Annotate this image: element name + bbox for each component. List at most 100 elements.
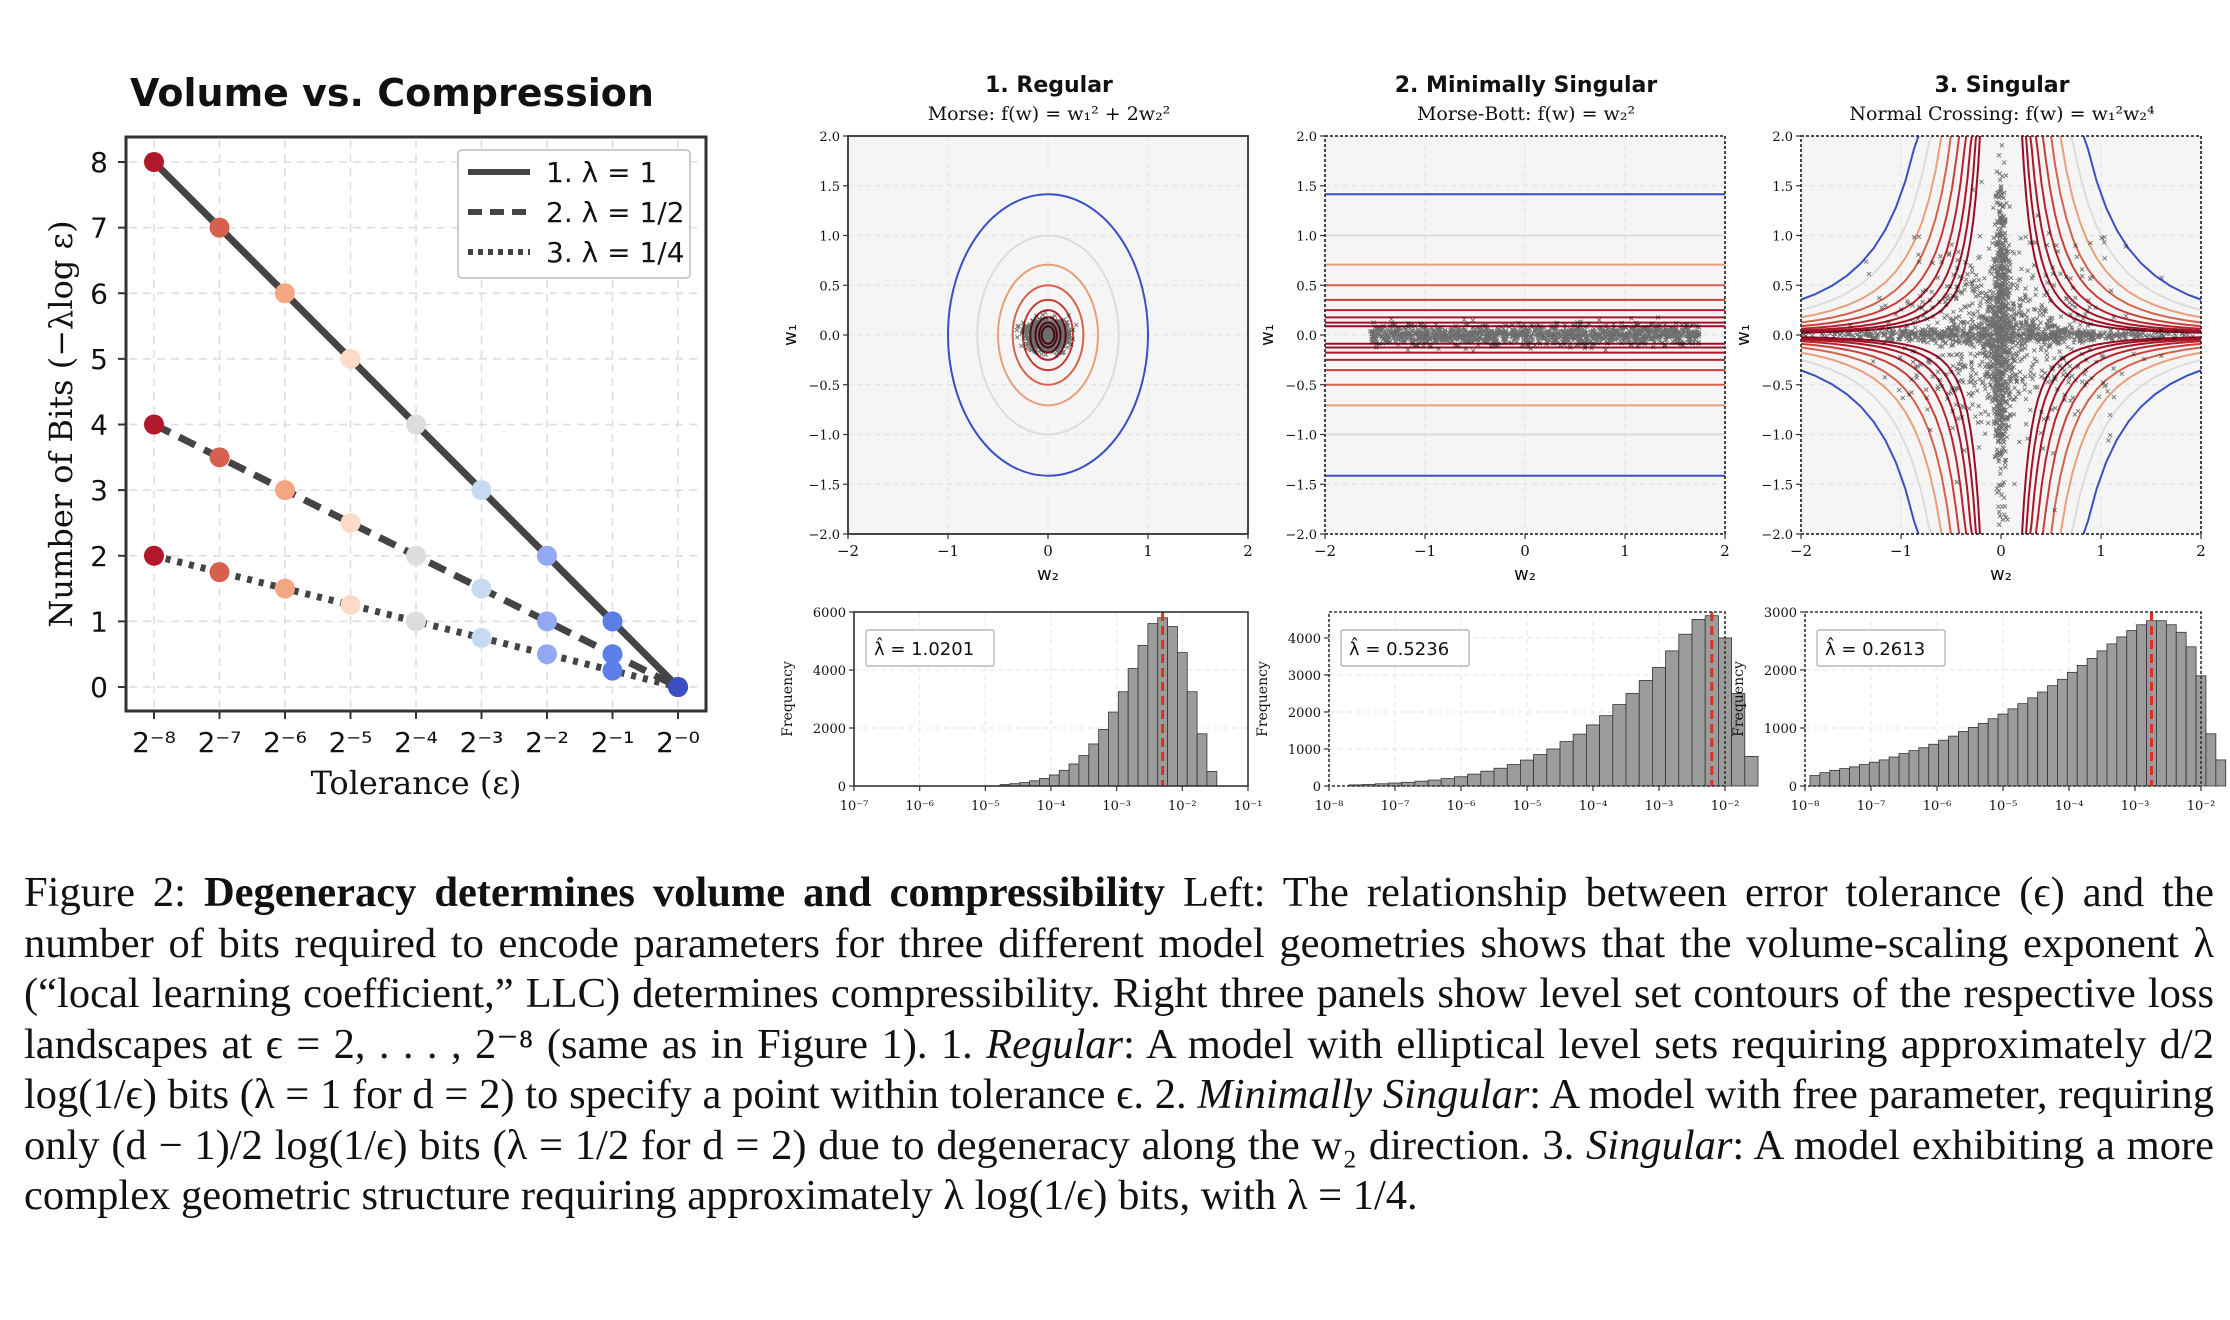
contour-level [1801,346,1952,534]
data-point-series3 [209,562,230,583]
histogram-panel-1: λ̂ = 1.0201 0 2000 4000 6000 10⁻⁷ 10⁻⁶ 10⁻⁵ 10⁻⁴… [780,606,1262,814]
contour-y-tick-label: 2.0 [819,130,840,145]
histogram-bar [2047,685,2058,787]
contour-level [2041,342,2201,534]
histogram-bar [1928,743,1940,787]
histogram-bar [1652,667,1667,787]
data-point-series3 [340,594,361,615]
estimate-label-box [1816,629,1946,667]
histogram-bar [2106,643,2118,787]
panel3-title: 3. Singular [1934,73,2069,98]
x-tick-label: 2⁻⁶ [263,726,307,759]
histogram-bar [1068,763,1080,787]
x-tick-label: 2⁻² [525,726,569,759]
histogram-bar [1480,770,1495,787]
contour-panels: 1. Regular Morse: f(w) = w₁² + 2w₂² 2. M… [780,73,2206,585]
hist-x-tick-label: 10⁻⁷ [1381,799,1410,814]
histogram-bar [1147,623,1159,787]
contour-x-tick-label: −2 [837,542,859,560]
caption-text-1: Left: The relationship between error tol… [24,869,2214,1068]
histogram-bar [2215,759,2227,787]
contour-level [1801,136,1981,334]
histogram-bar [2175,631,2187,787]
contour-y-tick-label: −2.0 [808,528,840,543]
caption-singular: Singular [1586,1121,1733,1169]
contour-level [2034,340,2201,534]
contour-y-tick-label: −0.5 [808,379,840,394]
hist-x-tick-label: 10⁻² [1711,799,1740,814]
data-point-series1 [406,414,426,435]
histogram-bar [1572,733,1587,787]
hist-y-tick-label: 1000 [1764,722,1797,737]
histogram-bar [1137,644,1149,787]
estimate-label: λ̂ = 1.0201 [874,637,974,660]
histogram-bar [2037,691,2048,787]
contour-level [2050,136,2201,324]
hist-x-tick-label: 10⁻⁶ [905,799,934,814]
contour-y-tick-label: −2.0 [1761,528,1793,543]
contour-x-tick-label: −1 [1414,542,1436,560]
contour-level [1801,336,1981,534]
x-tick-label: 2⁻⁷ [198,726,242,759]
hist-x-tick-label: 10⁻³ [1102,799,1131,814]
left-chart-legend: 1. λ = 1 2. λ = 1/2 3. λ = 1/4 [457,149,691,279]
histogram-bar [2116,636,2128,787]
histogram-bar [1665,650,1680,787]
contour-y-tick-label: 1.5 [1296,180,1317,195]
data-point-series3 [668,677,688,697]
contour-x-tick-label: 0 [1520,542,1530,560]
histogram-bar [2017,703,2029,787]
contour-y-tick-label: −1.5 [1285,478,1317,493]
data-point-series1 [537,545,557,566]
contour-xlabel: w₂ [1990,564,2012,585]
data-point-series3 [537,644,557,665]
contour-x-tick-label: 2 [1243,542,1253,560]
histogram-bar [1731,693,1746,787]
histogram-bar [1967,727,1979,787]
histogram-panel-3: λ̂ = 0.2613 0 1000 2000 3000 10⁻⁸ 10⁻⁷ 10⁻⁶ 10⁻⁵… [1731,606,2227,814]
hist-y-tick-label: 2000 [813,722,846,737]
histogram-bar [1849,766,1860,787]
legend-label-1: 1. λ = 1 [546,156,657,189]
contour-level [2034,136,2201,330]
contour-panel-2: 2.0 1.5 1.0 0.5 0.0 −0.5 −1.0 −1.5 −2.0−2 −1 0 1 2 w₂… [1257,130,1730,585]
contour-level [1801,136,1952,324]
contour-plot-inner [1325,136,1725,534]
contour-level [2021,136,2201,334]
hist-ylabel: Frequency [780,661,796,737]
histogram-bar [2156,620,2167,787]
histogram-bar [1506,764,1521,787]
hist-x-tick-label: 10⁻⁷ [840,799,869,814]
contour-y-tick-label: 0.0 [1296,329,1317,344]
data-point-series2 [406,545,426,566]
caption-minimally-singular: Minimally Singular [1197,1071,1530,1118]
contour-level [2050,346,2201,534]
data-point-series2 [275,480,295,501]
contour-x-tick-label: 2 [2196,542,2206,560]
data-point-series2 [471,578,492,599]
contour-level [2024,136,2201,333]
histogram-bar [1546,748,1561,787]
histogram-bar [2086,658,2098,787]
hist-x-tick-label: 10⁻⁴ [1037,799,1066,814]
x-tick-label: 2⁻⁵ [329,726,373,759]
contour-level [2021,336,2201,534]
contour-x-tick-label: 1 [1620,542,1630,560]
histogram-bar [1177,652,1188,787]
histogram-bar [1108,711,1119,787]
x-tick-label: 2⁻⁸ [132,726,176,759]
histogram-bar [1612,704,1627,787]
caption-regular: Regular [986,1020,1124,1068]
contour-x-tick-label: 0 [1043,542,1053,560]
legend-box [457,149,691,279]
contour-y-tick-label: −1.5 [808,478,840,493]
left-chart-points [144,152,688,697]
contour-xlabel: w₂ [1514,564,1536,585]
data-point-series2 [537,611,557,632]
histogram-bar [1878,759,1890,787]
histogram-bar [1440,778,1455,787]
data-point-series1 [275,283,295,304]
y-tick-label: 8 [90,146,108,179]
contour-y-tick-label: 2.0 [1772,130,1793,145]
